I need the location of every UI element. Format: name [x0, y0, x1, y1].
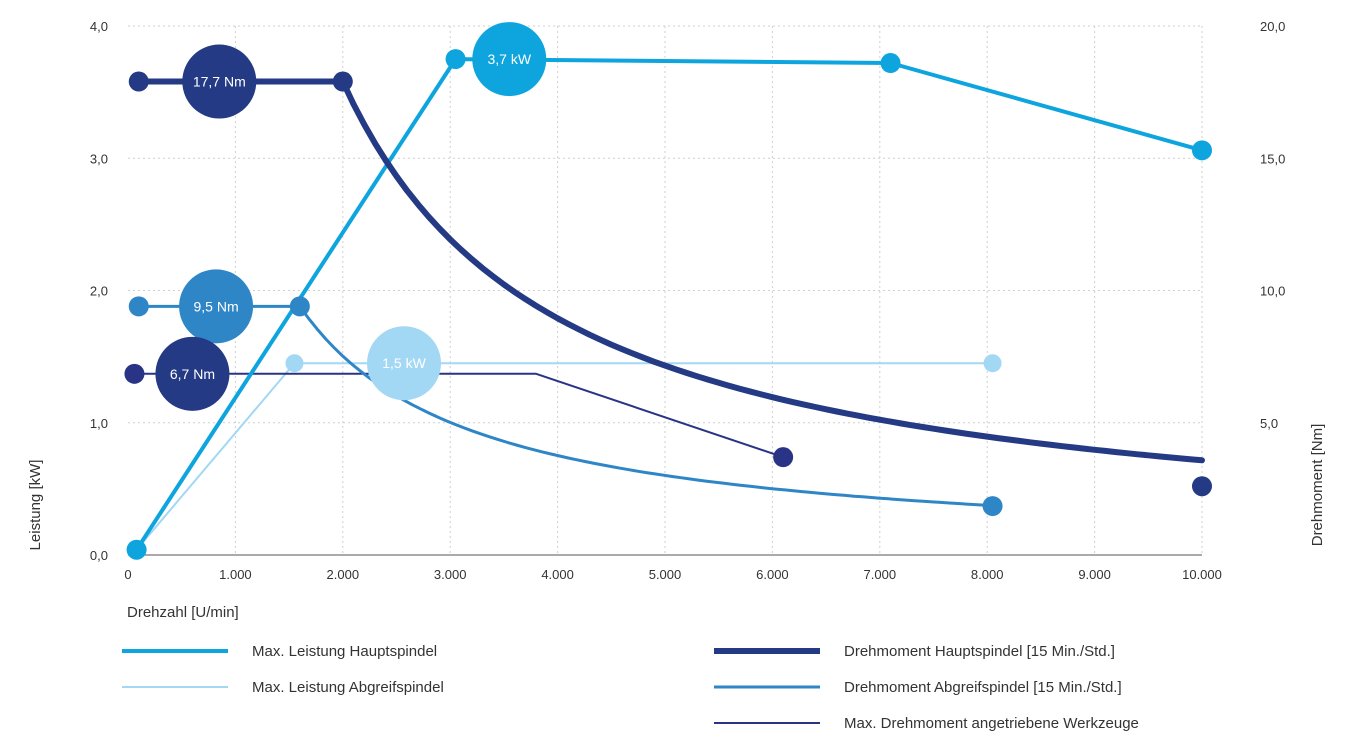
y-right-tick-label: 10,0 — [1260, 284, 1285, 299]
series-line-torque_sub — [137, 304, 995, 508]
series-line-torque_tools — [133, 372, 785, 459]
legend-label-torque_sub: Drehmoment Abgreifspindel [15 Min./Std.] — [844, 679, 1122, 696]
x-tick-label: 8.000 — [971, 567, 1004, 582]
y-left-tick-label: 2,0 — [90, 284, 108, 299]
x-tick-label: 10.000 — [1182, 567, 1222, 582]
value-bubble-label: 17,7 Nm — [193, 74, 246, 90]
x-tick-label: 5.000 — [649, 567, 682, 582]
x-tick-label: 1.000 — [219, 567, 252, 582]
y-right-tick-label: 15,0 — [1260, 151, 1285, 166]
value-bubble — [367, 326, 442, 401]
marker-torque_sub — [982, 496, 1003, 517]
value-bubble — [472, 22, 547, 97]
marker-torque_main — [1192, 476, 1212, 497]
marker-power_main — [880, 53, 901, 74]
y-left-axis-title: Leistung [kW] — [27, 460, 44, 551]
x-tick-label: 2.000 — [327, 567, 360, 582]
value-bubble-label: 9,5 Nm — [194, 298, 239, 314]
marker-torque_main — [128, 71, 149, 92]
value-bubble — [182, 44, 257, 119]
marker-torque_main — [332, 71, 353, 92]
value-bubble — [155, 336, 230, 411]
marker-torque_sub — [289, 296, 310, 317]
x-tick-label: 4.000 — [541, 567, 574, 582]
y-right-tick-label: 20,0 — [1260, 19, 1285, 34]
marker-torque_tools — [124, 363, 145, 384]
y-right-tick-label: 5,0 — [1260, 416, 1278, 431]
marker-torque_tools — [773, 447, 794, 468]
x-tick-label: 7.000 — [864, 567, 897, 582]
series-line-torque_main — [135, 78, 1205, 464]
x-tick-label: 6.000 — [756, 567, 789, 582]
marker-power_main — [1192, 140, 1212, 161]
legend-label-power_sub: Max. Leistung Abgreifspindel — [252, 679, 444, 696]
value-bubbles: 17,7 Nm 3,7 kW 9,5 Nm 1,5 kW 6,7 Nm — [155, 22, 547, 411]
value-bubble-label: 6,7 Nm — [170, 366, 215, 382]
marker-torque_sub — [128, 296, 149, 317]
x-tick-label: 0 — [124, 567, 131, 582]
y-left-tick-label: 1,0 — [90, 416, 108, 431]
marker-power_sub — [285, 354, 304, 373]
y-right-axis-title: Drehmoment [Nm] — [1309, 424, 1326, 547]
grid — [128, 25, 1203, 555]
y-left-tick-label: 4,0 — [90, 19, 108, 34]
value-bubble-label: 1,5 kW — [382, 355, 426, 371]
x-tick-label: 9.000 — [1078, 567, 1111, 582]
x-axis-title: Drehzahl [U/min] — [127, 604, 239, 621]
marker-power_sub — [983, 354, 1002, 373]
legend-label-torque_main: Drehmoment Hauptspindel [15 Min./Std.] — [844, 643, 1115, 660]
marker-power_main — [126, 539, 147, 560]
axes: 0 1.000 2.000 3.000 4.000 5.000 6.000 7.000 8.00… — [27, 19, 1326, 621]
y-left-tick-label: 0,0 — [90, 548, 108, 563]
x-tick-label: 3.000 — [434, 567, 467, 582]
series-markers — [124, 49, 1212, 560]
legend-label-power_main: Max. Leistung Hauptspindel — [252, 643, 437, 660]
value-bubble-label: 3,7 kW — [487, 51, 531, 67]
legend-label-torque_tools: Max. Drehmoment angetriebene Werkzeuge — [844, 715, 1139, 731]
value-bubble — [179, 269, 254, 344]
legend: Max. Leistung Hauptspindel Max. Leistung … — [122, 643, 1139, 731]
y-left-tick-label: 3,0 — [90, 151, 108, 166]
marker-power_main — [445, 49, 466, 70]
